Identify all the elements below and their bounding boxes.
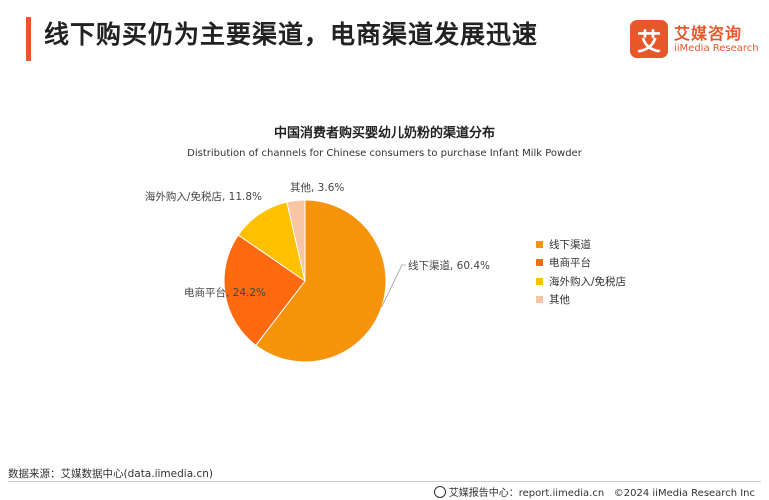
logo-mark: 艾 xyxy=(630,20,668,58)
legend-label: 其他 xyxy=(549,294,570,307)
legend-swatch xyxy=(536,259,543,267)
logo-name-en: iiMedia Research xyxy=(674,43,759,54)
legend-swatch xyxy=(536,240,543,248)
pie-slice-3 xyxy=(237,201,306,283)
legend-swatch xyxy=(536,277,543,285)
leader-line-1 xyxy=(381,264,406,308)
globe-icon xyxy=(433,486,446,498)
legend-item-4: 其他 xyxy=(536,291,626,310)
footer-credits: 艾媒报告中心：report.iimedia.cn ©2024 iiMedia R… xyxy=(433,484,755,499)
brand-logo: 艾 艾媒咨询 iiMedia Research xyxy=(630,20,762,60)
pie-slice-2 xyxy=(223,234,306,347)
slice-data-label-2: 电商平台, 24.2% xyxy=(184,286,266,299)
legend-label: 海外购入/免税店 xyxy=(549,275,627,288)
title-accent-bar xyxy=(26,17,31,61)
page-title: 线下购买仍为主要渠道，电商渠道发展迅速 xyxy=(44,20,539,49)
data-source: 数据来源：艾媒数据中心(data.iimedia.cn) xyxy=(8,468,213,480)
legend-item-1: 线下渠道 xyxy=(536,235,626,254)
chart-title: 中国消费者购买婴幼儿奶粉的渠道分布 xyxy=(273,126,495,141)
logo-name-cn: 艾媒咨询 xyxy=(674,24,743,43)
pie-slice-4 xyxy=(286,199,306,282)
report-center: 艾媒报告中心：report.iimedia.cn xyxy=(448,488,605,499)
chart-subtitle: Distribution of channels for Chinese con… xyxy=(187,148,582,159)
slice-data-label-3: 海外购入/免税店, 11.8% xyxy=(145,190,262,203)
slice-data-label-1: 线下渠道, 60.4% xyxy=(408,259,490,272)
chart-legend: 线下渠道电商平台海外购入/免税店 其他 xyxy=(536,235,626,309)
copyright: ©2024 iiMedia Research Inc xyxy=(613,488,755,499)
legend-item-2: 电商平台 xyxy=(536,254,626,273)
footer-divider xyxy=(8,481,761,482)
legend-label: 电商平台 xyxy=(549,257,591,270)
legend-swatch xyxy=(536,296,543,304)
legend-item-3: 海外购入/免税店 xyxy=(536,272,626,291)
slice-data-label-4: 其他, 3.6% xyxy=(290,181,344,194)
legend-label: 线下渠道 xyxy=(549,238,591,251)
